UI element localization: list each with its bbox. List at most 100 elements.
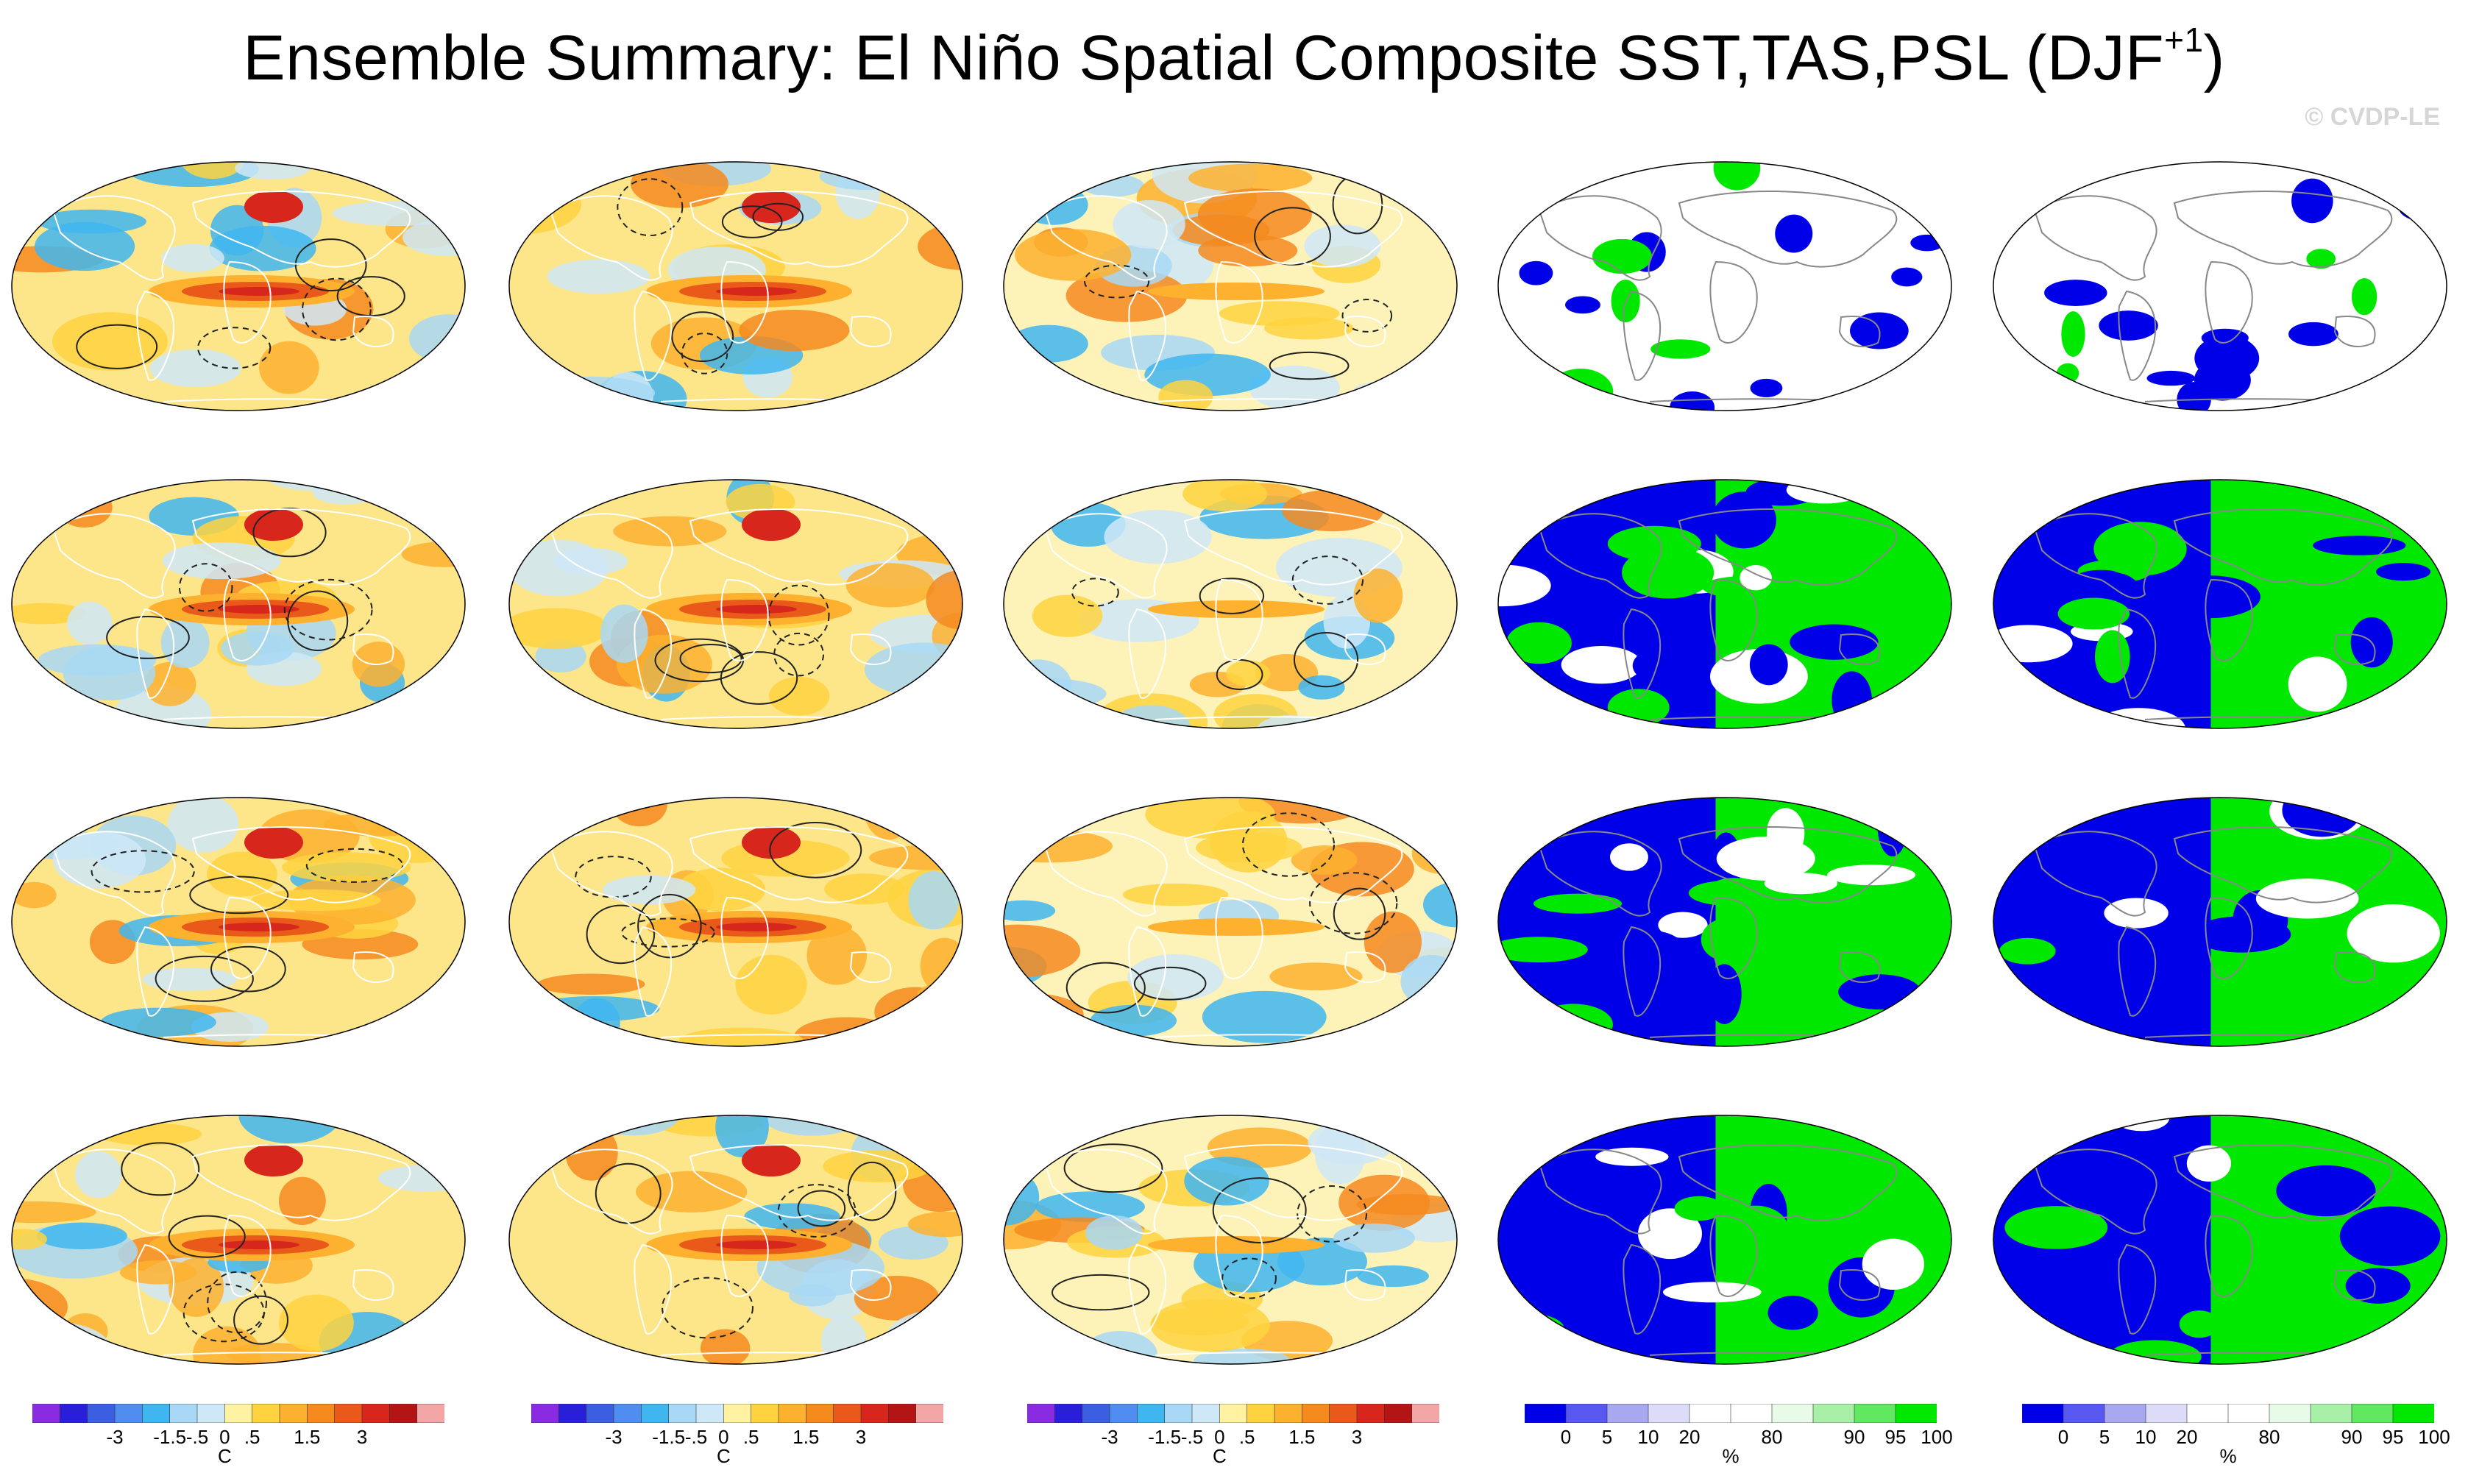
colorbar-swatch	[1054, 1404, 1083, 1423]
map-panel	[1990, 759, 2461, 1061]
colorbar-unit: %	[1722, 1445, 1740, 1467]
colorbar-swatch	[1027, 1404, 1056, 1423]
colorbar-swatch	[778, 1404, 807, 1423]
colorbar-swatch	[361, 1404, 391, 1423]
colorbar-swatch	[1771, 1404, 1814, 1423]
colorbar-swatch	[1411, 1404, 1439, 1423]
colorbar-tick-label: .5	[742, 1426, 759, 1448]
colorbar-swatch	[1164, 1404, 1193, 1423]
colorbar-swatches	[1027, 1404, 1439, 1423]
colorbar	[2022, 1404, 2434, 1423]
colorbar-tick-label: 10	[1637, 1426, 1659, 1448]
colorbar-swatch	[641, 1404, 670, 1423]
colorbar	[1027, 1404, 1439, 1423]
colorbar-swatch	[1854, 1404, 1896, 1423]
colorbar-tick-label: 1.5	[792, 1426, 820, 1448]
colorbar-swatch	[668, 1404, 697, 1423]
anomaly-map	[1003, 1115, 1458, 1365]
colorbar-swatch	[2392, 1404, 2434, 1423]
anomaly-map	[11, 797, 466, 1047]
colorbar-unit: C	[716, 1445, 731, 1467]
rank-map	[1993, 479, 2447, 729]
colorbar-swatch	[1247, 1404, 1275, 1423]
colorbar-swatches	[2022, 1404, 2434, 1423]
colorbar-swatch	[224, 1404, 253, 1423]
colorbar-swatch	[1329, 1404, 1358, 1423]
map-panel	[1990, 441, 2461, 743]
colorbar-tick-label: 5	[1601, 1426, 1613, 1448]
colorbar-swatch	[307, 1404, 336, 1423]
colorbar-tick-label: .5	[244, 1426, 260, 1448]
colorbar-tick-label: -3	[605, 1426, 623, 1448]
colorbar-swatch	[1565, 1404, 1608, 1423]
colorbar-swatch	[2145, 1404, 2188, 1423]
figure-title: Ensemble Summary: El Niño Spatial Compos…	[243, 21, 2225, 93]
map-panel	[9, 441, 480, 743]
colorbar-tick-label: .5	[1238, 1426, 1255, 1448]
colorbar-tick-label: 0	[718, 1426, 729, 1448]
colorbar-tick-label: 95	[1884, 1426, 1907, 1448]
anomaly-map	[1003, 797, 1458, 1047]
colorbar-tick-label: 3	[356, 1426, 368, 1448]
anomaly-map	[11, 1115, 466, 1365]
colorbar-swatch	[2104, 1404, 2146, 1423]
colorbar-swatch	[32, 1404, 61, 1423]
colorbar-tick-label: -1.5	[1148, 1426, 1182, 1448]
anomaly-map	[1003, 161, 1458, 411]
colorbar-tick-label: -1.5	[652, 1426, 686, 1448]
colorbar-swatch	[60, 1404, 88, 1423]
colorbar-swatch	[1812, 1404, 1855, 1423]
anomaly-map	[11, 161, 466, 411]
colorbar-tick-label: 10	[2135, 1426, 2157, 1448]
anomaly-map	[508, 1115, 963, 1365]
colorbar-tick-label: -1.5	[153, 1426, 187, 1448]
map-panel	[1495, 759, 1966, 1061]
colorbar-swatch	[2227, 1404, 2270, 1423]
colorbar-swatch	[389, 1404, 418, 1423]
colorbar-tick-label: 3	[855, 1426, 867, 1448]
map-panel	[1001, 759, 1472, 1061]
map-panel	[9, 124, 480, 425]
colorbar-swatch	[586, 1404, 614, 1423]
colorbar-unit: %	[2219, 1445, 2237, 1467]
colorbar-swatch	[751, 1404, 779, 1423]
colorbar-swatch	[1082, 1404, 1110, 1423]
map-panel	[1001, 124, 1472, 425]
anomaly-map	[1003, 479, 1458, 729]
map-panel	[9, 1077, 480, 1379]
anomaly-map	[508, 479, 963, 729]
colorbar-swatch	[2063, 1404, 2105, 1423]
colorbar-swatch	[2022, 1404, 2064, 1423]
colorbar-swatch	[279, 1404, 308, 1423]
colorbar-swatch	[559, 1404, 587, 1423]
colorbar-tick-label: 0	[2057, 1426, 2069, 1448]
colorbar-tick-label: 0	[219, 1426, 230, 1448]
map-panel	[1495, 1077, 1966, 1379]
colorbar-tick-label: 90	[1843, 1426, 1865, 1448]
colorbar-swatch	[1302, 1404, 1330, 1423]
colorbar-swatch	[860, 1404, 890, 1423]
colorbar-tick-label: 1.5	[294, 1426, 321, 1448]
colorbar-tick-label: -.5	[1180, 1426, 1204, 1448]
colorbar-swatch	[1356, 1404, 1386, 1423]
colorbar-tick-label: -.5	[185, 1426, 209, 1448]
colorbar-swatch	[169, 1404, 198, 1423]
anomaly-map	[508, 797, 963, 1047]
colorbar	[531, 1404, 943, 1423]
colorbar	[32, 1404, 444, 1423]
colorbar-tick-label: -3	[1101, 1426, 1118, 1448]
rank-map	[1993, 797, 2447, 1047]
colorbar-tick-label: 90	[2341, 1426, 2363, 1448]
colorbar-tick-label: 80	[2258, 1426, 2280, 1448]
colorbar-swatch	[2186, 1404, 2229, 1423]
colorbar-swatch	[196, 1404, 226, 1423]
colorbar-tick-label: 100	[2418, 1426, 2450, 1448]
colorbar-swatch	[806, 1404, 834, 1423]
colorbar-tick-label: 3	[1351, 1426, 1363, 1448]
colorbar-swatch	[1895, 1404, 1937, 1423]
colorbar-swatch	[1525, 1404, 1567, 1423]
colorbar-swatch	[334, 1404, 363, 1423]
colorbar-tick-label: 80	[1761, 1426, 1783, 1448]
colorbar-swatches	[531, 1404, 943, 1423]
map-panel	[1990, 124, 2461, 425]
